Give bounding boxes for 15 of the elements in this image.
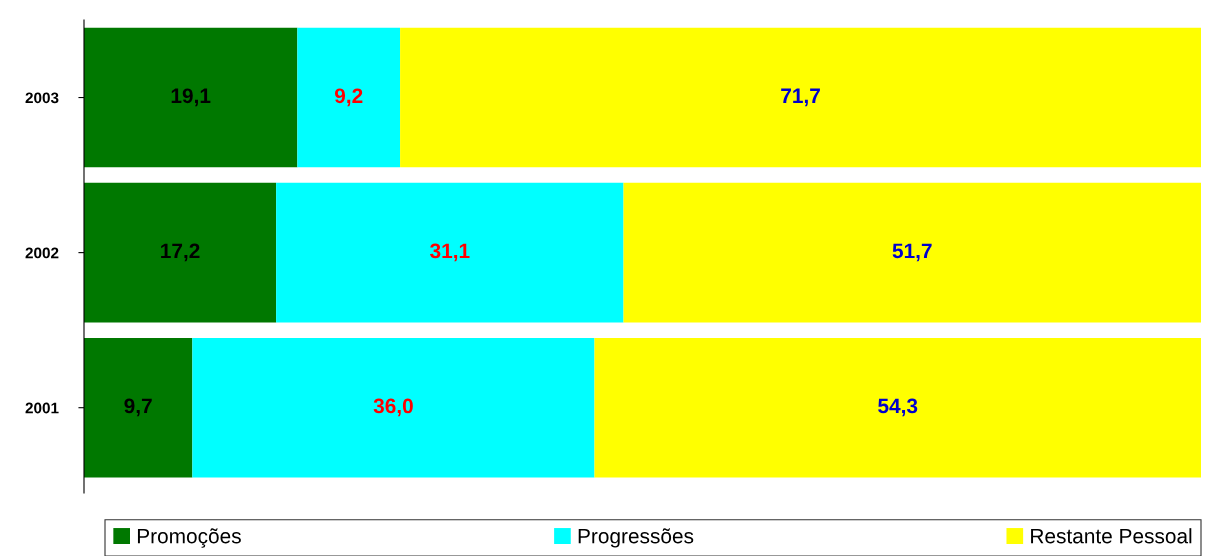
data-label: 36,0: [373, 398, 413, 417]
data-label: 51,7: [892, 243, 932, 262]
y-tick-label: 2001: [25, 402, 59, 414]
data-label: 54,3: [878, 398, 918, 417]
data-label: 17,2: [161, 243, 200, 262]
legend-label: Restante Pessoal: [1031, 528, 1192, 544]
legend-label: Promoções: [137, 528, 241, 548]
legend-label: Progressões: [578, 528, 694, 548]
data-label: 9,2: [334, 88, 363, 107]
data-label: 19,1: [171, 88, 211, 107]
data-label: 31,1: [430, 243, 470, 262]
y-tick-label: 2002: [25, 247, 59, 259]
data-label: 71,7: [781, 88, 820, 107]
y-tick-label: 2003: [25, 92, 59, 104]
data-label: 9,7: [124, 398, 152, 417]
